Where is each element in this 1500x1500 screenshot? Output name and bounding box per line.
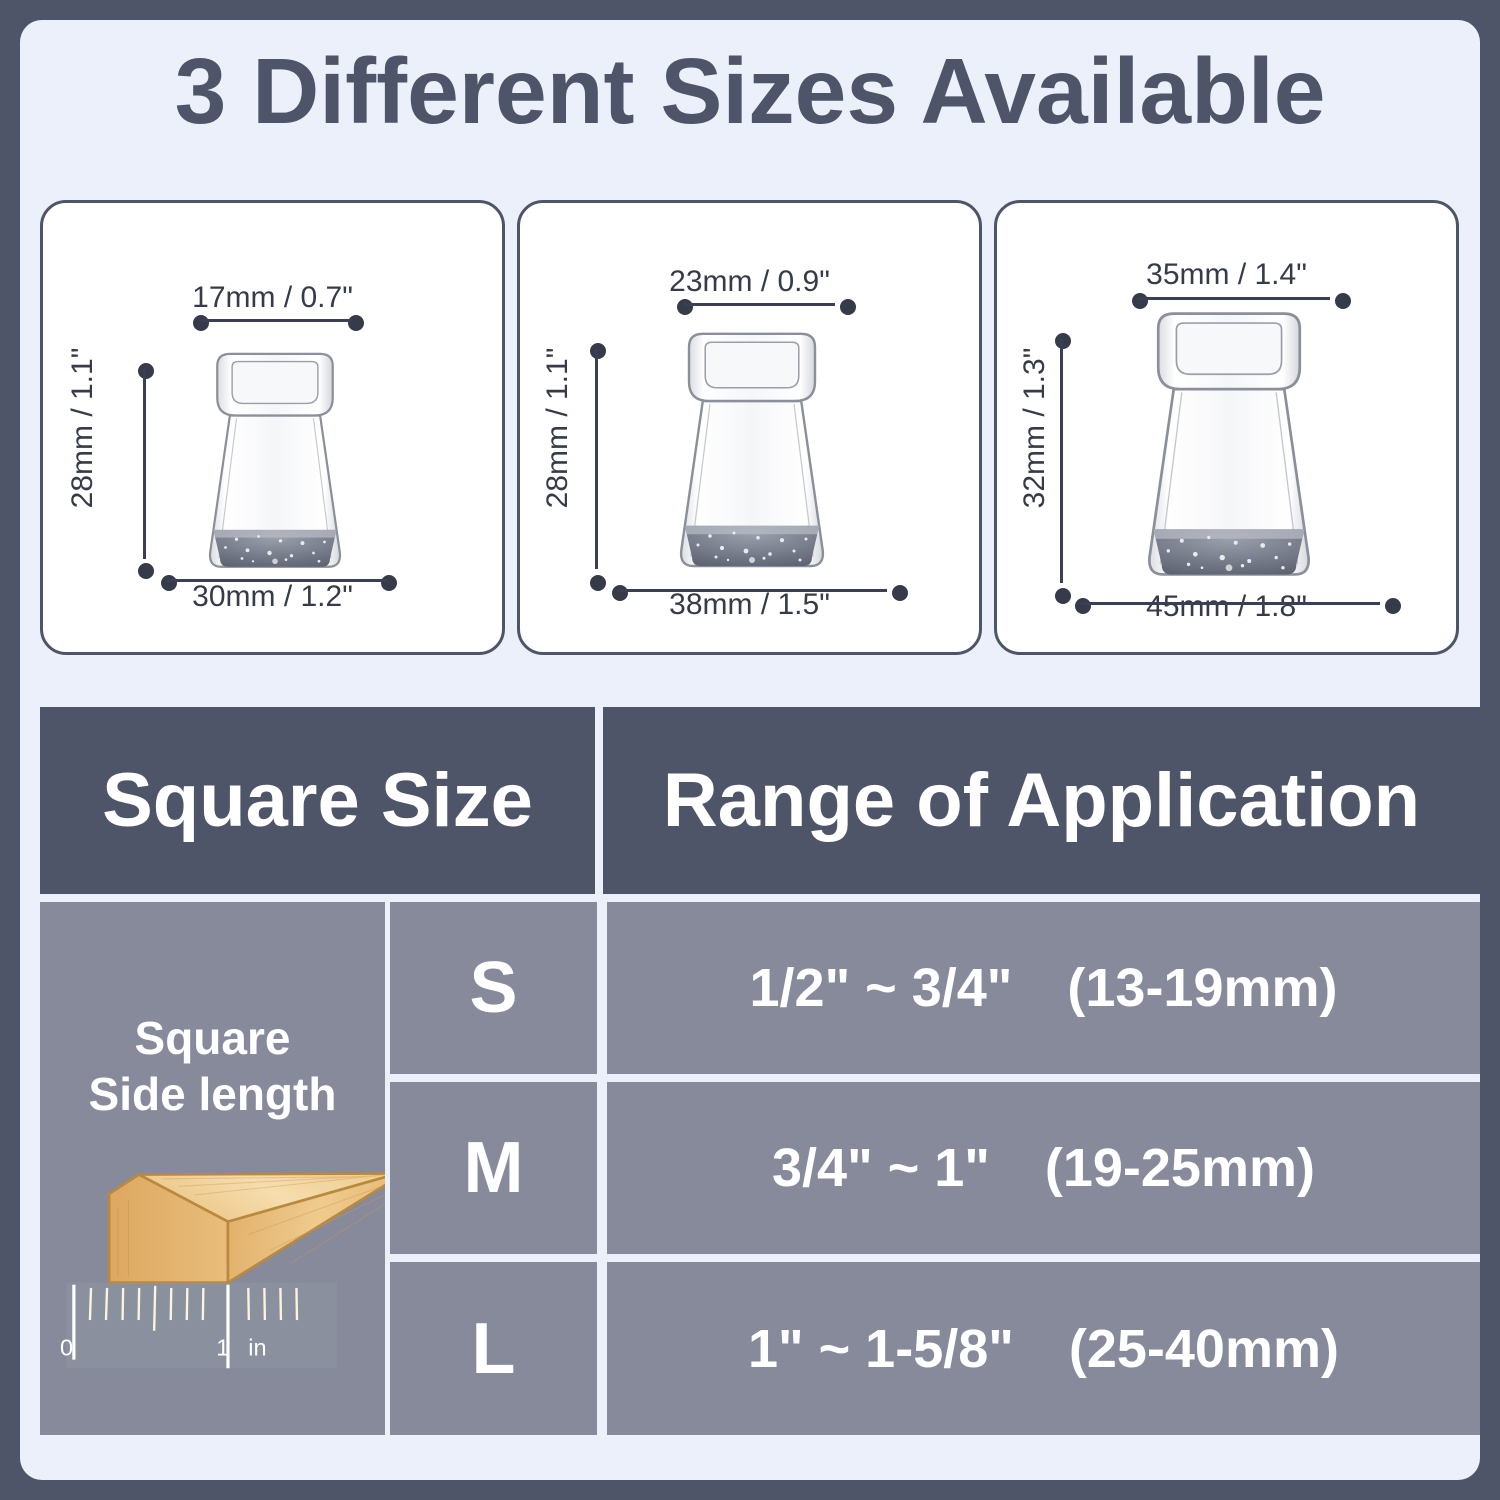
svg-text:in: in xyxy=(248,1334,266,1360)
svg-text:1: 1 xyxy=(216,1334,229,1360)
svg-text:0: 0 xyxy=(60,1334,73,1360)
